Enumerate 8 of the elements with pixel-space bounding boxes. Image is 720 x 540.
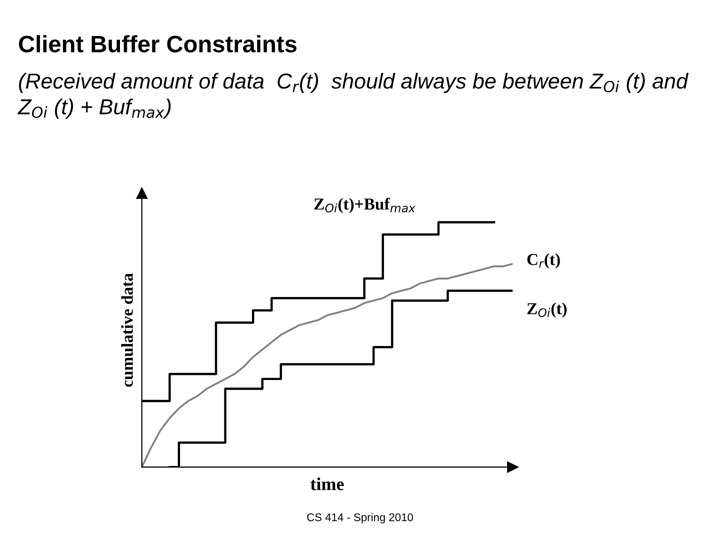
series-label: C$_{r}$(t): [527, 253, 560, 269]
series-label: Z$_{Oi}$(t)+Buf$_{max}$: [314, 198, 416, 214]
text: (Received amount of data C$_{r}$(t) should always be between Z$_{Oi}$ (t) and Z$_{Oi}$ (t) + Buf$_{max}$): [18, 72, 689, 119]
chart-title: Client Buffer Constraints: [18, 35, 296, 52]
text: CS 414 - Spring 2010: [307, 513, 413, 524]
x-axis-title: time: [310, 478, 344, 490]
series-label: Z$_{Oi}$(t): [527, 302, 567, 318]
y-axis-title: cumulative data: [121, 273, 133, 387]
